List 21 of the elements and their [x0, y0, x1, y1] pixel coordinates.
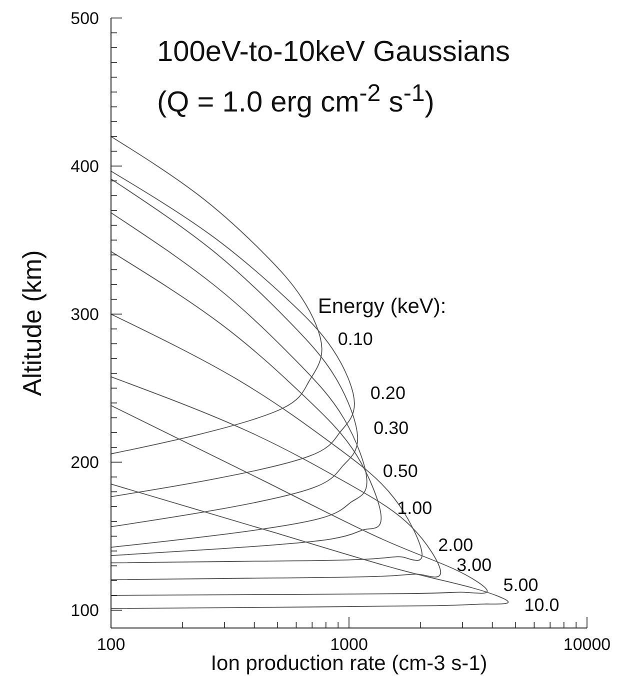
- series-label: 0.50: [382, 460, 418, 482]
- x-tick-label: 1000: [330, 635, 368, 654]
- series-label: 10.0: [524, 594, 560, 616]
- y-tick-label: 200: [70, 453, 99, 472]
- series-label: 5.00: [503, 574, 538, 596]
- series-label: 3.00: [456, 554, 492, 576]
- y-tick-label: 300: [70, 305, 99, 324]
- y-axis-title: Altitude (km): [16, 249, 48, 398]
- x-tick-label: 100: [96, 635, 126, 654]
- series-label: 0.30: [374, 417, 409, 440]
- y-tick-label: 400: [70, 157, 99, 176]
- series-label: 2.00: [438, 534, 474, 556]
- text: (Q = 1.0 erg cm$^{-2}$ s$^{-1}$): [157, 79, 434, 121]
- y-tick-label: 500: [70, 8, 99, 28]
- legend-title: Energy (keV):: [318, 294, 446, 319]
- series-label: 0.20: [370, 382, 406, 404]
- x-tick-label: 10000: [563, 635, 611, 654]
- y-tick-label: 100: [70, 601, 99, 620]
- x-axis-title: Ion production rate (cm-3 s-1): [210, 652, 488, 676]
- text: 100eV-to-10keV Gaussians: [157, 35, 510, 70]
- series-label: 0.10: [338, 328, 373, 350]
